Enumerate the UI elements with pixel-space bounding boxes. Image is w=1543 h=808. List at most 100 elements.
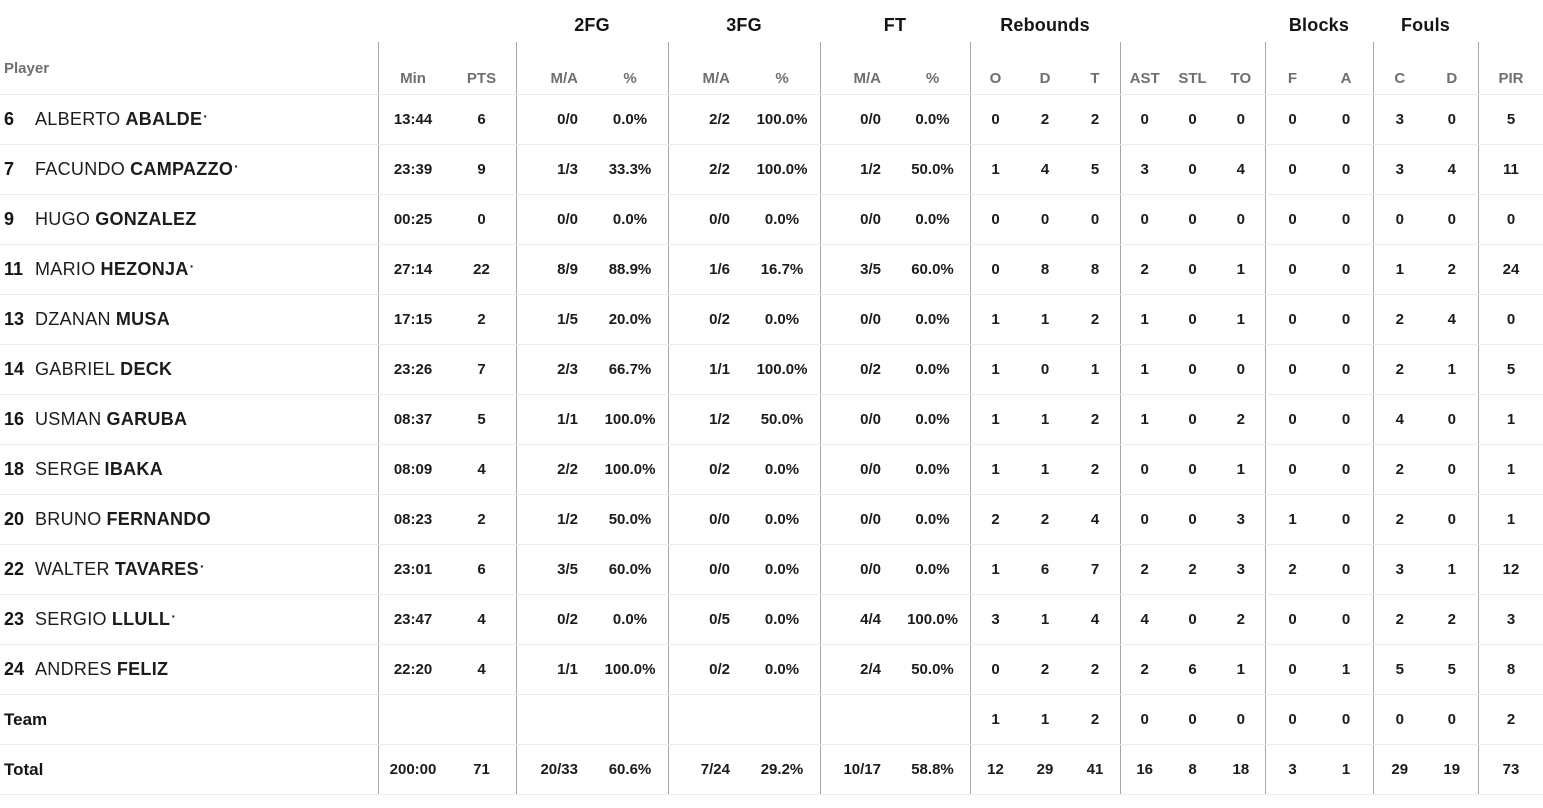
stat-ast: 2 — [1120, 545, 1168, 594]
stat-foul-c: 3 — [1372, 95, 1426, 144]
stat-reb-t: 2 — [1090, 711, 1100, 728]
stat-2fg-ma: 1/5 — [516, 295, 592, 344]
stat-foul-d: 0 — [1447, 211, 1456, 228]
col-header-min: Min — [378, 42, 447, 94]
col-header-ft-ma: M/A — [820, 42, 895, 94]
col-header-2fg-ma: M/A — [516, 42, 592, 94]
stat-3fg-pct: 0.0% — [764, 461, 800, 478]
stat-blk-a: 0 — [1341, 461, 1351, 478]
stat-2fg-ma: 0/2 — [516, 595, 592, 644]
stat-min: 23:47 — [378, 595, 447, 644]
stat-foul-c: 1 — [1372, 245, 1426, 294]
player-last-name: CAMPAZZO — [130, 159, 234, 179]
stat-3fg-ma: 2/2 — [668, 145, 744, 194]
player-first-name: WALTER — [35, 559, 110, 579]
stat-pir: 3 — [1477, 595, 1543, 644]
stat-foul-d: 0 — [1447, 111, 1456, 128]
stat-foul-c: 0 — [1372, 695, 1426, 744]
stat-pir: 73 — [1477, 745, 1543, 794]
stat-ast: 0 — [1120, 495, 1168, 544]
stat-2fg-ma: 8/9 — [516, 245, 592, 294]
player-cell: 23 SERGIO LLULL· — [0, 595, 378, 644]
stat-ft-ma: 0/0 — [820, 295, 895, 344]
stat-3fg-ma: 0/2 — [668, 645, 744, 694]
stat-2fg-ma: 20/33 — [516, 745, 592, 794]
stat-ft-ma: 0/0 — [820, 195, 895, 244]
col-header-blk-a: A — [1340, 70, 1352, 87]
player-first-name: HUGO — [35, 209, 91, 229]
player-name: MARIO HEZONJA· — [35, 258, 195, 280]
stat-reb-t: 2 — [1090, 311, 1100, 328]
stat-reb-t: 2 — [1090, 461, 1100, 478]
stat-2fg-ma: 2/2 — [516, 445, 592, 494]
stat-ft-pct: 0.0% — [915, 311, 950, 328]
stat-ast: 3 — [1120, 145, 1168, 194]
player-cell: 14 GABRIEL DECK — [0, 345, 378, 394]
player-last-name: TAVARES — [114, 559, 199, 579]
player-name: ANDRES FELIZ — [35, 659, 169, 680]
stat-ast: 1 — [1120, 295, 1168, 344]
stat-foul-c: 3 — [1372, 145, 1426, 194]
stat-stl: 0 — [1188, 261, 1197, 278]
stat-3fg-pct: 100.0% — [756, 161, 808, 178]
stat-ft-pct: 50.0% — [911, 661, 954, 678]
stat-reb-t: 2 — [1090, 661, 1100, 678]
player-name: BRUNO FERNANDO — [35, 509, 212, 530]
player-number: 20 — [4, 509, 25, 529]
stat-2fg-pct — [592, 695, 668, 744]
stat-reb-t: 0 — [1090, 211, 1100, 228]
player-number: 16 — [4, 409, 25, 429]
stat-blk-a: 0 — [1341, 311, 1351, 328]
stat-ft-pct: 0.0% — [915, 211, 950, 228]
stat-foul-d: 1 — [1447, 561, 1456, 578]
stat-reb-o: 1 — [970, 295, 1020, 344]
stat-reb-o: 3 — [970, 595, 1020, 644]
player-first-name: SERGE — [35, 459, 100, 479]
stat-3fg-ma: 0/0 — [668, 195, 744, 244]
player-last-name: FELIZ — [116, 659, 169, 679]
player-last-name: GONZALEZ — [95, 209, 197, 229]
stat-pts: 6 — [477, 111, 486, 128]
stat-ast: 4 — [1120, 595, 1168, 644]
stat-ft-pct: 0.0% — [915, 411, 950, 428]
stat-pts: 2 — [477, 511, 486, 528]
stat-blk-f: 0 — [1264, 195, 1319, 244]
col-header-reb-t: T — [1090, 70, 1100, 87]
stat-ft-pct: 60.0% — [911, 261, 954, 278]
stat-blk-a: 0 — [1341, 561, 1351, 578]
stat-stl: 2 — [1188, 561, 1197, 578]
stat-foul-c: 2 — [1372, 495, 1426, 544]
stat-foul-c: 0 — [1372, 195, 1426, 244]
stat-stl: 0 — [1188, 111, 1197, 128]
stat-stl: 8 — [1188, 761, 1197, 778]
stat-pir: 12 — [1477, 545, 1543, 594]
stat-ft-ma: 10/17 — [820, 745, 895, 794]
player-cell: 20 BRUNO FERNANDO — [0, 495, 378, 544]
player-row: 9 HUGO GONZALEZ 00:25 0 0/0 0.0% 0/0 0.0%… — [0, 195, 1543, 245]
stat-reb-d: 1 — [1040, 461, 1050, 478]
stat-pir: 11 — [1477, 145, 1543, 194]
stat-min: 13:44 — [378, 95, 447, 144]
stat-min: 23:01 — [378, 545, 447, 594]
player-last-name: HEZONJA — [100, 259, 189, 279]
stat-ft-ma: 0/0 — [820, 495, 895, 544]
stat-ft-ma: 0/0 — [820, 445, 895, 494]
stat-3fg-ma: 0/0 — [668, 495, 744, 544]
player-row: 20 BRUNO FERNANDO 08:23 2 1/2 50.0% 0/0 0… — [0, 495, 1543, 545]
stat-foul-c: 2 — [1372, 295, 1426, 344]
stat-pir: 2 — [1477, 695, 1543, 744]
stat-foul-d: 4 — [1447, 161, 1456, 178]
stat-reb-o: 1 — [970, 445, 1020, 494]
stat-foul-c: 5 — [1372, 645, 1426, 694]
player-last-name: IBAKA — [104, 459, 164, 479]
stat-blk-a: 0 — [1341, 361, 1351, 378]
stat-foul-d: 2 — [1447, 611, 1456, 628]
stat-reb-d: 4 — [1040, 161, 1050, 178]
col-header-ft-pct: % — [925, 70, 940, 87]
stat-3fg-pct: 0.0% — [764, 561, 800, 578]
stat-pts — [447, 695, 516, 744]
stat-stl: 0 — [1188, 311, 1197, 328]
stat-min: 22:20 — [378, 645, 447, 694]
stat-2fg-pct: 50.0% — [608, 511, 652, 528]
stat-blk-f: 1 — [1264, 495, 1319, 544]
